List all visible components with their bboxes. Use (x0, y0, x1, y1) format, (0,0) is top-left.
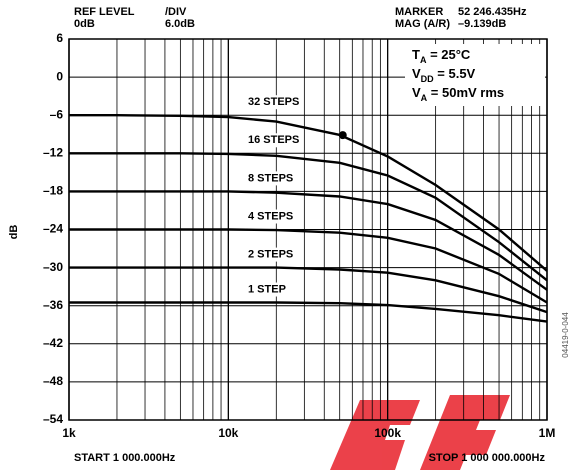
x-tick-label: 100k (374, 426, 401, 440)
condition-subscript: DD (421, 74, 434, 84)
div: 6.0dB (165, 18, 195, 30)
marker-label: MARKER (395, 6, 443, 18)
mag-label: MAG (A/R) (395, 18, 450, 30)
x-tick-label: 1M (539, 426, 556, 440)
series-label: 32 STEPS (248, 96, 299, 108)
series-line (69, 266, 548, 314)
series-line (69, 301, 548, 323)
series-label-background (245, 282, 289, 297)
y-axis-label: dB (8, 225, 20, 240)
condition-text: TA = 25°C (412, 47, 471, 65)
marker-point (338, 131, 347, 140)
y-tick-label: –6 (50, 107, 64, 121)
series-line (69, 114, 548, 272)
series-label-background (245, 171, 297, 186)
conditions-background (405, 44, 545, 106)
y-tick-label: –30 (43, 260, 63, 274)
condition-text: VA = 50mV rms (412, 85, 504, 103)
mag: –9.139dB (458, 18, 506, 30)
y-tick-label: –54 (43, 412, 63, 426)
condition-value: = 5.5V (434, 66, 476, 81)
y-tick-label: –42 (43, 336, 63, 350)
series-label: 1 STEP (248, 283, 286, 295)
series-label: 16 STEPS (248, 134, 299, 146)
y-tick-label: –36 (43, 298, 63, 312)
div-label: /DIV (165, 6, 187, 18)
ref-level-label: REF LEVEL (74, 6, 135, 18)
series-label-background (245, 133, 303, 148)
x-tick-label: 10k (218, 426, 238, 440)
figure-code: 04419-0-044 (561, 312, 570, 358)
series-line (69, 228, 548, 304)
y-tick-label: 0 (56, 69, 63, 83)
condition-value: = 25°C (426, 47, 470, 62)
series-label-background (245, 247, 297, 262)
series-label: 4 STEPS (248, 210, 293, 222)
condition-text: VDD = 5.5V (412, 66, 476, 84)
y-tick-label: –48 (43, 374, 63, 388)
ref-level: 0dB (74, 18, 95, 30)
series-line (69, 152, 548, 282)
series-label-background (245, 209, 297, 224)
condition-symbol: V (412, 66, 421, 81)
condition-value: = 50mV rms (427, 85, 504, 100)
series-line (69, 190, 548, 291)
condition-subscript: A (421, 93, 428, 103)
series-label: 2 STEPS (248, 249, 293, 261)
stop-label: STOP 1 000 000.000Hz (429, 452, 546, 464)
series-label: 8 STEPS (248, 172, 293, 184)
y-tick-label: –18 (43, 184, 63, 198)
y-tick-label: –24 (43, 222, 63, 236)
series-label-background (245, 95, 303, 110)
y-tick-label: –12 (43, 145, 63, 159)
x-tick-label: 1k (62, 426, 76, 440)
y-tick-label: 6 (56, 31, 63, 45)
start-label: START 1 000.000Hz (74, 452, 176, 464)
condition-symbol: T (412, 47, 420, 62)
condition-symbol: V (412, 85, 421, 100)
condition-subscript: A (420, 55, 427, 65)
marker-freq: 52 246.435Hz (458, 6, 527, 18)
